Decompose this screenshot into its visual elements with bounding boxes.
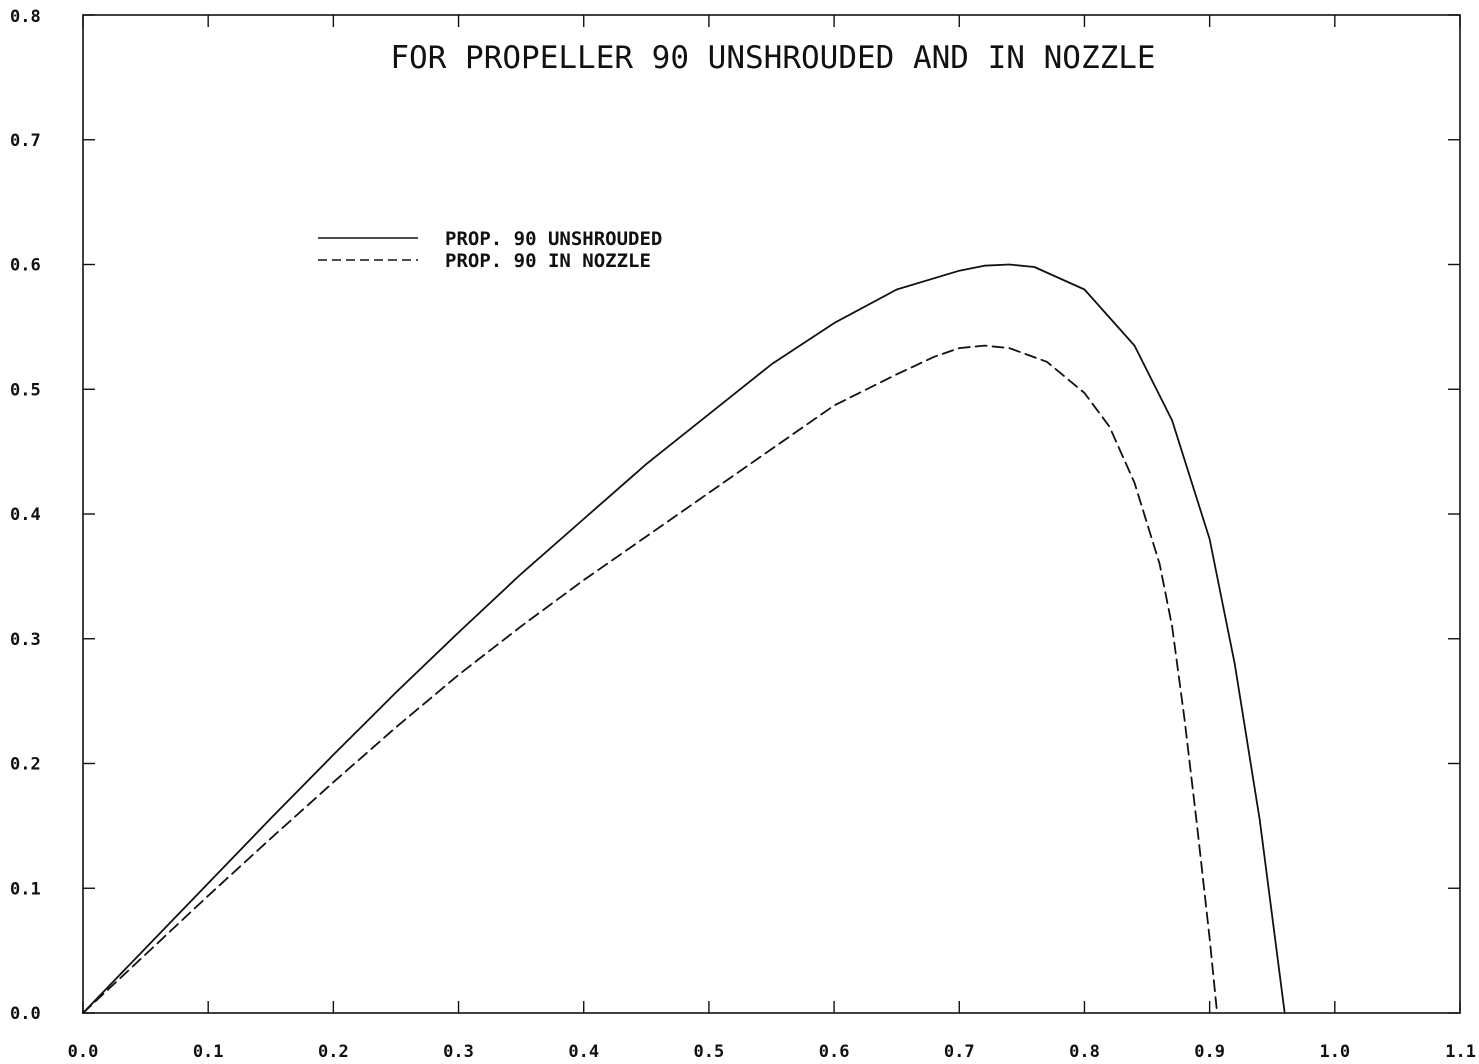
legend: PROP. 90 UNSHROUDED PROP. 90 IN NOZZLE — [318, 228, 662, 272]
plot-frame — [82, 14, 1461, 1014]
series-layer — [82, 263, 1286, 1014]
y-tick-label: 0.8 — [10, 7, 41, 27]
series-line-nozzle — [82, 344, 1218, 1014]
x-tick-label: 0.7 — [944, 1042, 975, 1062]
y-tick-label: 0.1 — [10, 879, 41, 899]
legend-label-unshrouded: PROP. 90 UNSHROUDED — [445, 228, 662, 250]
x-tick-label: 0.6 — [819, 1042, 850, 1062]
x-tick-label: 0.5 — [694, 1042, 725, 1062]
x-tick-label: 0.4 — [568, 1042, 599, 1062]
x-tick-label: 0.3 — [443, 1042, 474, 1062]
y-tick-label: 0.0 — [10, 1004, 41, 1024]
y-tick-label: 0.6 — [10, 256, 41, 276]
x-tick-label: 0.8 — [1069, 1042, 1100, 1062]
x-tick-label: 1.0 — [1319, 1042, 1350, 1062]
x-tick-label: 0.0 — [68, 1042, 99, 1062]
x-tick-label: 0.9 — [1194, 1042, 1225, 1062]
x-tick-label: 0.1 — [193, 1042, 224, 1062]
x-tick-label: 1.1 — [1445, 1042, 1476, 1062]
x-axis-tick-labels: 0.0 0.1 0.2 0.3 0.4 0.5 0.6 0.7 0.8 0.9 1.0 1.1 — [68, 1042, 1476, 1062]
legend-label-nozzle: PROP. 90 IN NOZZLE — [445, 250, 651, 272]
y-axis-tick-labels: 0.0 0.1 0.2 0.3 0.4 0.5 0.6 0.7 0.8 — [10, 7, 41, 1024]
series-line-unshrouded — [82, 263, 1286, 1014]
y-tick-label: 0.5 — [10, 380, 41, 400]
y-tick-label: 0.4 — [10, 505, 41, 525]
axis-ticks — [82, 14, 1461, 1014]
y-tick-label: 0.2 — [10, 755, 41, 775]
chart-title: FOR PROPELLER 90 UNSHROUDED AND IN NOZZL… — [390, 40, 1155, 76]
y-tick-label: 0.3 — [10, 630, 41, 650]
y-tick-label: 0.7 — [10, 131, 41, 151]
x-tick-label: 0.2 — [318, 1042, 349, 1062]
